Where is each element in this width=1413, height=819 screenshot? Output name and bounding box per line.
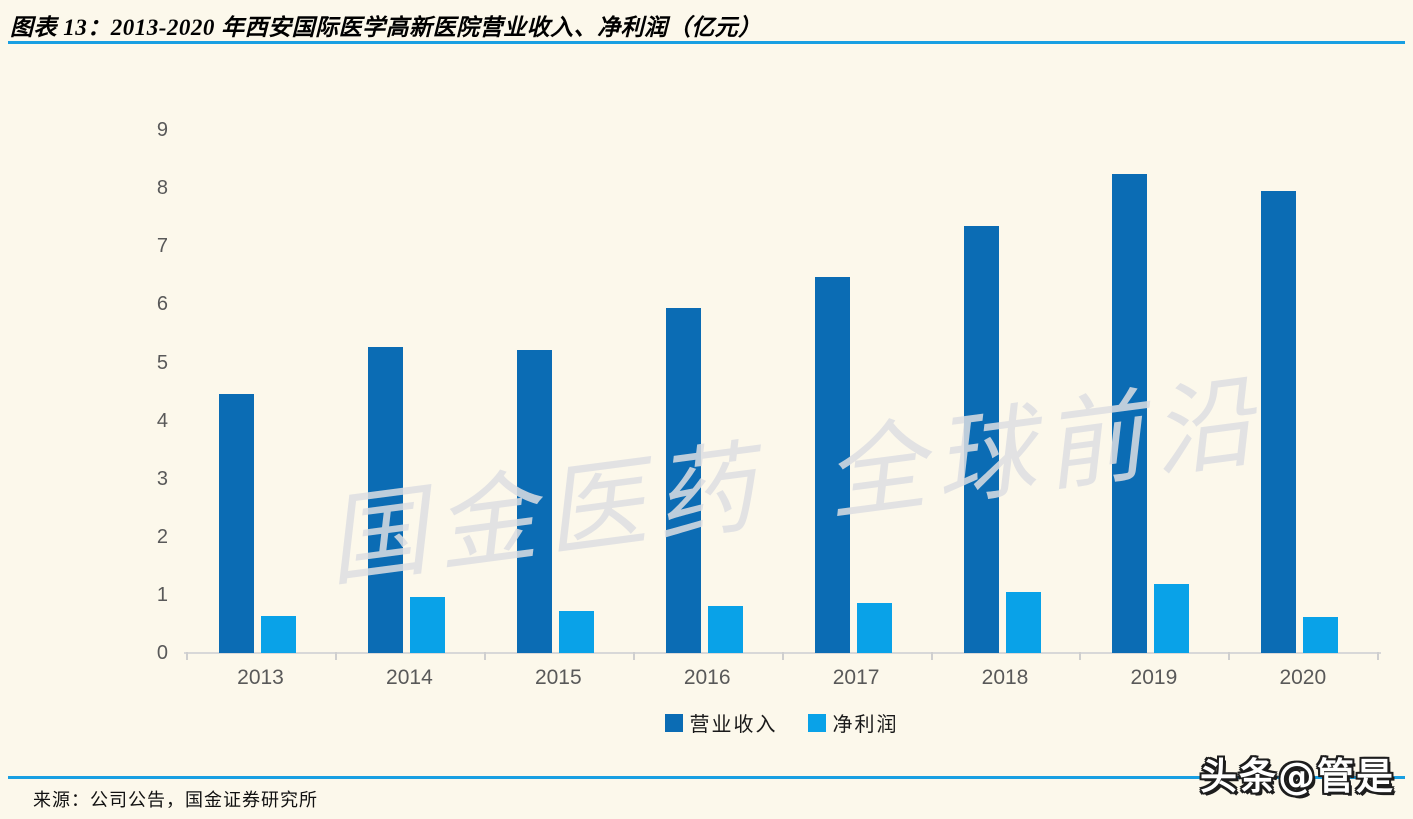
y-axis-label: 0 — [156, 642, 168, 664]
x-axis-label: 2013 — [237, 666, 284, 689]
net-profit-bar — [856, 603, 892, 653]
y-axis-label: 9 — [156, 119, 168, 142]
footer-divider-line — [8, 776, 1405, 779]
legend-label: 营业收入 — [689, 714, 778, 736]
legend-item-net-profit: 净利润 — [807, 708, 899, 737]
y-axis-label: 6 — [156, 293, 168, 316]
y-axis-label: 8 — [156, 177, 168, 200]
x-axis-label: 2018 — [981, 666, 1029, 689]
x-axis-label: 2020 — [1279, 666, 1327, 689]
title-divider-line — [8, 41, 1405, 44]
net-profit-bar — [1154, 583, 1190, 653]
legend-swatch-net-profit — [807, 713, 826, 732]
x-axis-label: 2017 — [832, 666, 880, 689]
y-axis-label: 3 — [156, 467, 168, 490]
chart-legend: 营业收入 净利润 — [186, 708, 1377, 737]
x-axis-tick — [334, 652, 337, 660]
legend-item-revenue: 营业收入 — [664, 708, 778, 737]
legend-swatch-revenue — [664, 713, 683, 732]
revenue-bar — [1261, 190, 1297, 653]
y-axis-label: 7 — [156, 235, 168, 258]
net-profit-bar — [1005, 591, 1041, 653]
net-profit-bar — [409, 597, 445, 653]
x-axis-tick — [186, 652, 188, 660]
net-profit-bar — [707, 605, 743, 653]
y-axis-label: 2 — [156, 525, 168, 548]
revenue-bar — [814, 277, 850, 653]
revenue-bar — [665, 307, 701, 653]
x-axis-label: 2019 — [1130, 666, 1178, 689]
y-axis-label: 1 — [156, 583, 168, 606]
y-axis-label: 4 — [156, 409, 168, 432]
x-axis-tick — [930, 652, 933, 660]
x-axis-tick — [632, 652, 635, 660]
revenue-bar — [963, 225, 999, 653]
x-axis-tick — [1079, 652, 1082, 660]
source-note: 来源：公司公告，国金证券研究所 — [33, 790, 318, 810]
x-axis-tick — [781, 652, 784, 660]
revenue-bar — [516, 350, 552, 653]
legend-label: 净利润 — [832, 714, 899, 736]
x-axis-label: 2016 — [683, 666, 731, 689]
y-axis-label: 5 — [156, 351, 168, 374]
x-axis-tick — [1377, 652, 1380, 660]
revenue-bar — [219, 394, 254, 653]
net-profit-bar — [1303, 616, 1339, 653]
chart-title: 图表 13：2013-2020 年西安国际医学高新医院营业收入、净利润（亿元） — [10, 15, 762, 40]
revenue-bar — [1112, 174, 1148, 653]
x-axis-label: 2015 — [534, 666, 582, 689]
net-profit-bar — [558, 611, 594, 653]
x-axis-tick — [483, 652, 486, 660]
x-axis-label: 2014 — [386, 666, 433, 689]
toutiao-watermark-badge: 头条@管是 — [1200, 755, 1395, 798]
revenue-bar — [367, 347, 403, 653]
net-profit-bar — [261, 615, 296, 653]
x-axis-tick — [1228, 652, 1231, 660]
